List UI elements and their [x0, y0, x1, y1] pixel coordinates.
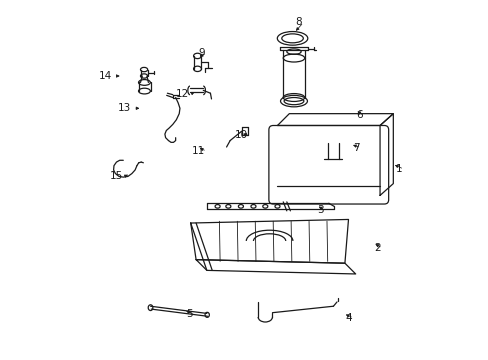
Ellipse shape [278, 134, 308, 166]
Text: 13: 13 [118, 103, 131, 113]
Text: 15: 15 [109, 171, 122, 181]
Text: 6: 6 [355, 111, 362, 121]
Text: 9: 9 [198, 48, 204, 58]
Text: 8: 8 [295, 17, 301, 27]
Text: 10: 10 [234, 130, 247, 140]
Text: 5: 5 [185, 310, 192, 319]
Text: 14: 14 [99, 71, 112, 81]
Text: 4: 4 [345, 313, 351, 323]
Ellipse shape [283, 54, 304, 62]
Text: 1: 1 [395, 164, 402, 174]
Text: 3: 3 [316, 206, 323, 216]
Text: 7: 7 [352, 143, 359, 153]
Ellipse shape [283, 94, 304, 102]
Text: 2: 2 [373, 243, 380, 253]
FancyBboxPatch shape [268, 126, 388, 204]
Text: 11: 11 [191, 146, 204, 156]
Text: 12: 12 [175, 89, 188, 99]
